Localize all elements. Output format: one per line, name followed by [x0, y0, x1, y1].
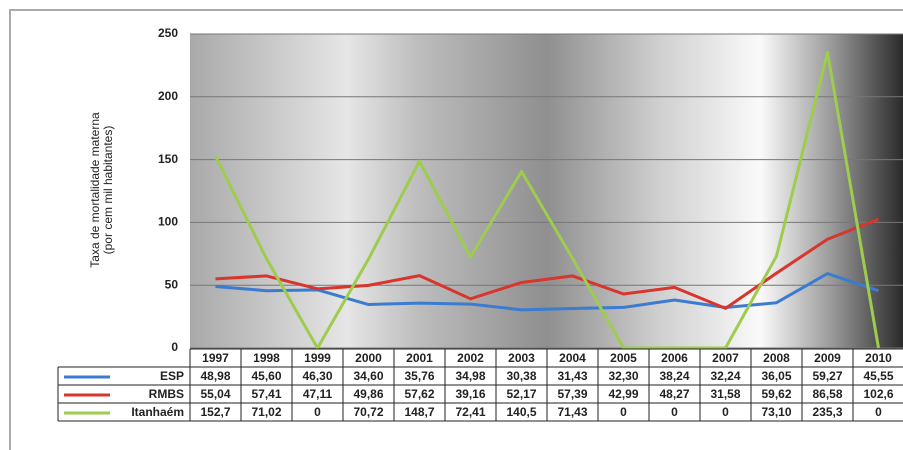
data-label: 32,30	[608, 369, 638, 383]
data-label: 0	[671, 405, 678, 419]
y-tick-label: 200	[158, 89, 178, 103]
data-table: 1997 1998 1999 2000 2001 2002 2003 2004 2005 2006…	[57, 348, 903, 422]
data-label: 148,7	[404, 405, 434, 419]
x-tick-label: 2004	[559, 351, 586, 365]
data-label: 0	[875, 405, 882, 419]
y-axis-label: Taxa de mortalidade materna	[88, 112, 102, 268]
x-tick-label: 1999	[304, 351, 331, 365]
data-label: 59,27	[812, 369, 842, 383]
data-label: 57,62	[404, 387, 434, 401]
x-tick-label: 2002	[457, 351, 484, 365]
data-label: 42,99	[608, 387, 638, 401]
table-bg	[58, 367, 903, 421]
data-label: 34,60	[353, 369, 383, 383]
data-label: 0	[314, 405, 321, 419]
series-line	[215, 272, 879, 312]
x-tick-label: 2007	[712, 351, 739, 365]
x-tick-label: 2010	[865, 351, 892, 365]
plot-area	[190, 34, 903, 348]
x-tick-label: 2003	[508, 351, 535, 365]
data-label: 55,04	[200, 387, 230, 401]
x-tick-label: 1998	[253, 351, 280, 365]
legend-label: ESP	[160, 369, 184, 383]
data-label: 235,3	[812, 405, 842, 419]
x-tick-label: 2009	[814, 351, 841, 365]
data-label: 152,7	[200, 405, 230, 419]
x-tick-label: 2005	[610, 351, 637, 365]
legend-label: RMBS	[149, 387, 184, 401]
data-label: 0	[722, 405, 729, 419]
data-label: 102,6	[863, 387, 893, 401]
data-label: 47,11	[303, 387, 333, 401]
data-label: 31,43	[557, 369, 587, 383]
x-tick-label: 2008	[763, 351, 790, 365]
data-label: 59,62	[761, 387, 791, 401]
data-label: 57,39	[557, 387, 587, 401]
data-label: 38,24	[659, 369, 689, 383]
data-label: 73,10	[761, 405, 791, 419]
data-label: 52,17	[506, 387, 536, 401]
data-label: 45,55	[863, 369, 893, 383]
data-label: 49,86	[353, 387, 383, 401]
series-line	[215, 217, 880, 310]
data-label: 31,58	[710, 387, 740, 401]
data-label: 34,98	[455, 369, 485, 383]
y-tick-label: 50	[165, 277, 179, 291]
data-label: 32,24	[710, 369, 740, 383]
y-axis-label: (por cem mil habitantes)	[101, 126, 115, 255]
x-tick-label: 1997	[202, 351, 229, 365]
data-label: 48,98	[200, 369, 230, 383]
data-label: 57,41	[251, 387, 281, 401]
data-label: 48,27	[659, 387, 689, 401]
y-tick-label: 0	[171, 340, 178, 354]
y-tick-label: 250	[158, 26, 178, 40]
data-label: 46,30	[302, 369, 332, 383]
data-label: 71,43	[557, 405, 587, 419]
x-tick-label: 2006	[661, 351, 688, 365]
legend-label: Itanhaém	[131, 405, 184, 419]
data-label: 39,16	[455, 387, 485, 401]
data-label: 35,76	[404, 369, 434, 383]
x-tick-label: 2001	[406, 351, 433, 365]
data-label: 70,72	[353, 405, 383, 419]
chart-layer: 0 50 100 150 200 250 Taxa de mortalidade mater…	[57, 26, 903, 422]
data-label: 71,02	[251, 405, 281, 419]
series-line	[214, 50, 880, 350]
data-label: 86,58	[812, 387, 842, 401]
data-label: 30,38	[506, 369, 536, 383]
x-tick-label: 2000	[355, 351, 382, 365]
y-tick-label: 100	[158, 215, 178, 229]
data-label: 45,60	[251, 369, 281, 383]
data-label: 140,5	[506, 405, 536, 419]
data-label: 72,41	[455, 405, 485, 419]
frame	[9, 9, 903, 450]
data-label: 0	[620, 405, 627, 419]
data-label: 36,05	[761, 369, 791, 383]
y-tick-label: 150	[158, 152, 178, 166]
